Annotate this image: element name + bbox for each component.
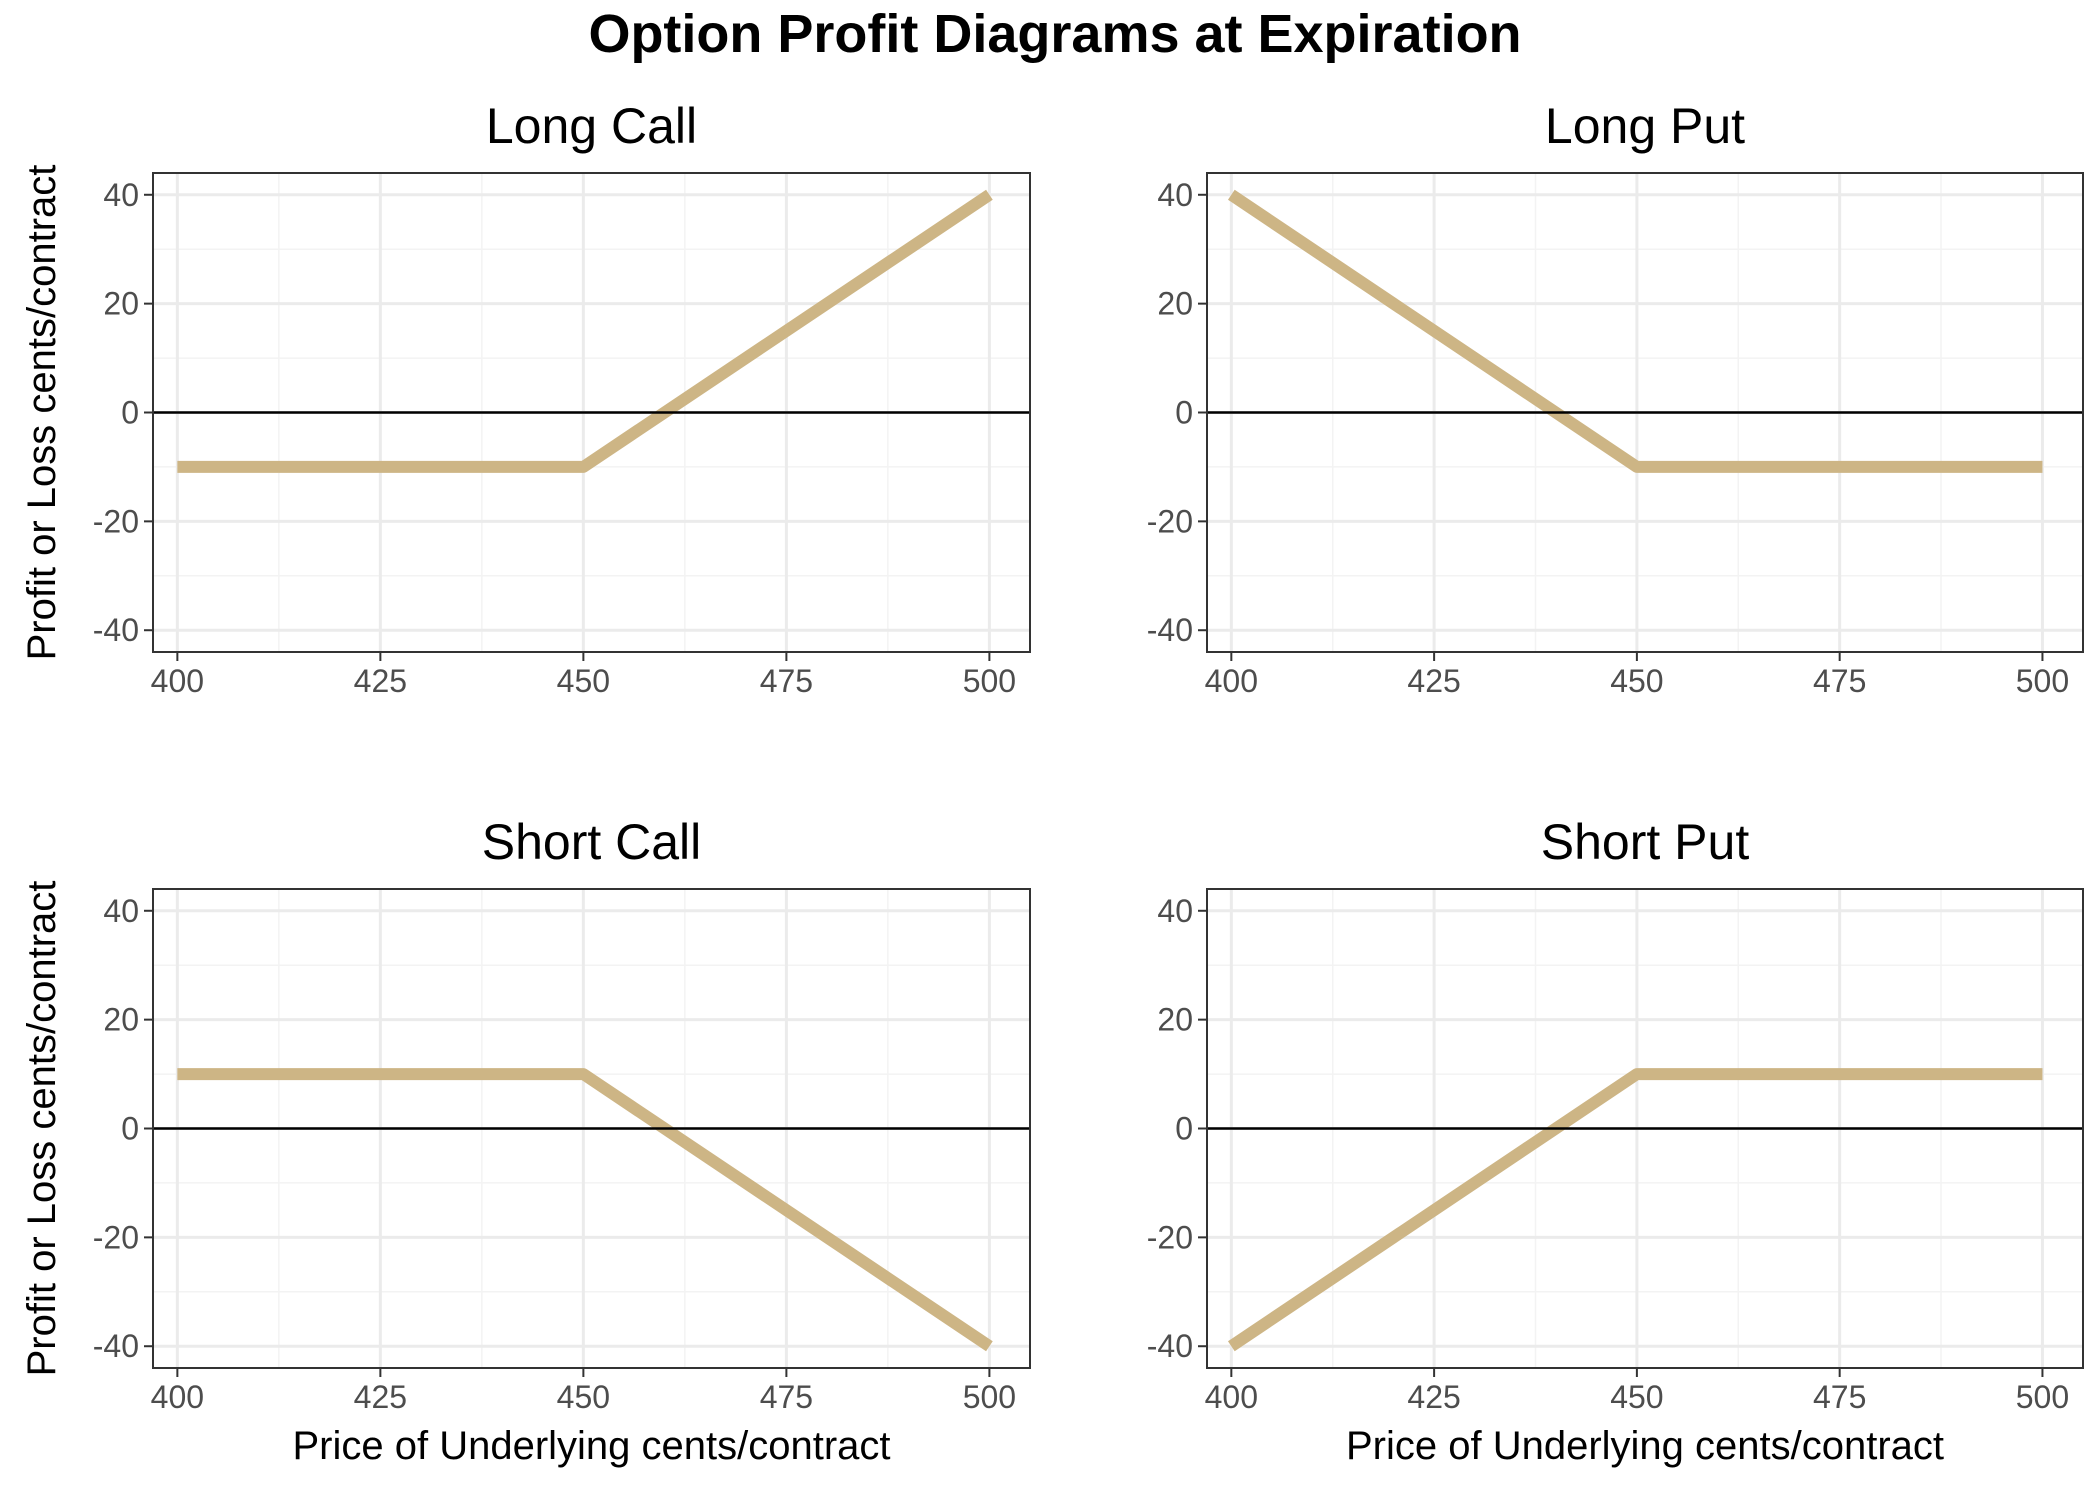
y-tick-label: 20 — [1157, 1002, 1193, 1038]
x-tick-label: 475 — [1813, 663, 1866, 699]
y-tick-label: -40 — [93, 1328, 139, 1364]
x-tick-label: 500 — [2016, 663, 2069, 699]
y-tick-label: -20 — [1147, 503, 1193, 539]
panel-title: Short Put — [1541, 814, 1750, 870]
x-tick-label: 400 — [1205, 1379, 1258, 1415]
y-tick-label: 0 — [1175, 1111, 1193, 1147]
y-tick-label: 20 — [1157, 286, 1193, 322]
y-tick-label: 0 — [121, 395, 139, 431]
x-tick-label: 450 — [1610, 1379, 1663, 1415]
y-tick-label: -40 — [1147, 1328, 1193, 1364]
profit-line — [177, 189, 993, 473]
x-tick-label: 475 — [1813, 1379, 1866, 1415]
x-tick-label: 400 — [151, 663, 204, 699]
panel-title: Long Put — [1545, 98, 1745, 154]
y-tick-label: 20 — [103, 1002, 139, 1038]
y-tick-label: -20 — [93, 503, 139, 539]
x-tick-label: 425 — [1407, 1379, 1460, 1415]
y-tick-label: 40 — [103, 177, 139, 213]
x-tick-label: 425 — [1407, 663, 1460, 699]
x-tick-label: 450 — [1610, 663, 1663, 699]
panel-title: Long Call — [486, 98, 697, 154]
y-tick-label: -40 — [1147, 612, 1193, 648]
y-tick-label: -20 — [1147, 1219, 1193, 1255]
x-tick-label: 475 — [760, 663, 813, 699]
x-axis-title: Price of Underlying cents/contract — [292, 1424, 890, 1468]
panel-1: 400 425 450 475 500 40 20 0 -20 -40 Long Call Profi… — [20, 98, 1031, 699]
x-tick-label: 450 — [557, 1379, 610, 1415]
y-tick-label: -20 — [93, 1219, 139, 1255]
y-tick-label: 0 — [121, 1111, 139, 1147]
y-tick-label: -40 — [93, 612, 139, 648]
panel-2: 400 425 450 475 500 40 20 0 -20 -40 Long Put — [1147, 98, 2084, 699]
x-axis-title: Price of Underlying cents/contract — [1346, 1424, 1944, 1468]
x-tick-label: 500 — [2016, 1379, 2069, 1415]
x-tick-label: 450 — [557, 663, 610, 699]
y-axis-title: Profit or Loss cents/contract — [20, 881, 64, 1377]
panel-title: Short Call — [482, 814, 702, 870]
profit-line — [177, 1068, 993, 1352]
x-tick-label: 400 — [1205, 663, 1258, 699]
y-tick-label: 0 — [1175, 395, 1193, 431]
x-tick-label: 425 — [354, 663, 407, 699]
x-tick-label: 500 — [963, 1379, 1016, 1415]
profit-line — [1227, 189, 2043, 473]
y-tick-label: 20 — [103, 286, 139, 322]
y-tick-label: 40 — [1157, 893, 1193, 929]
x-tick-label: 425 — [354, 1379, 407, 1415]
y-tick-label: 40 — [103, 893, 139, 929]
y-tick-label: 40 — [1157, 177, 1193, 213]
panel-3: 400 425 450 475 500 40 20 0 -20 -40 Short Call Pric… — [20, 814, 1031, 1468]
x-tick-label: 500 — [963, 663, 1016, 699]
panel-4: 400 425 450 475 500 40 20 0 -20 -40 Short Put Price… — [1147, 814, 2084, 1468]
profit-line — [1227, 1068, 2043, 1352]
x-tick-label: 475 — [760, 1379, 813, 1415]
y-axis-title: Profit or Loss cents/contract — [20, 165, 64, 661]
x-tick-label: 400 — [151, 1379, 204, 1415]
figure-title: Option Profit Diagrams at Expiration — [588, 4, 1521, 64]
